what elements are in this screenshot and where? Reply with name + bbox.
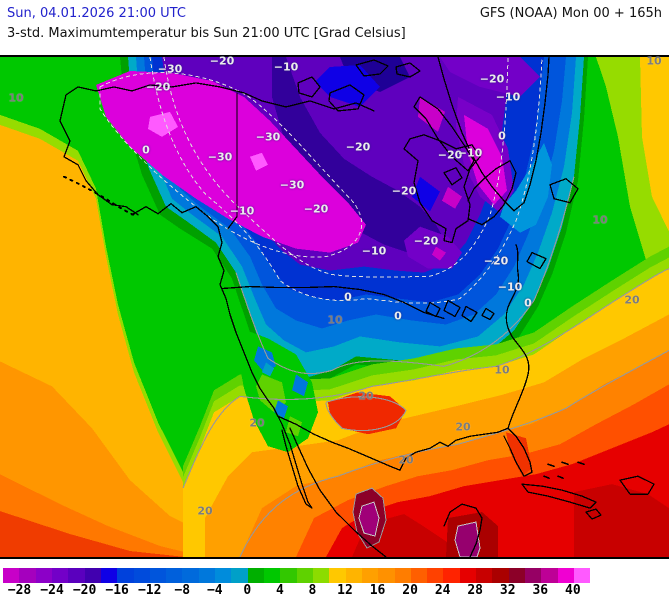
legend-tick: 28 [467,583,484,598]
legend-cell [525,568,542,583]
legend-cell [264,568,281,583]
legend-tick: 32 [499,583,516,598]
legend-cell [35,568,52,583]
legend-tick: −28 [7,583,32,598]
header-datetime: Sun, 04.01.2026 21:00 UTC [7,6,186,21]
legend-tick: 16 [369,583,386,598]
legend-cell [573,568,591,583]
legend-tick: 8 [308,583,317,598]
legend-cell [51,568,69,583]
map-title: 3-std. Maximumtemperatur bis Sun 21:00 U… [7,26,406,41]
legend-cell [3,568,20,583]
legend-cell [459,568,477,583]
legend-cell [492,568,509,583]
legend-tick: −20 [72,583,97,598]
legend-cell [541,568,558,583]
legend-cell [231,568,248,583]
temperature-map-svg [0,57,669,557]
legend-cell [410,568,428,583]
legend-cell [557,568,574,583]
legend-tick: 12 [337,583,353,598]
legend-cell [508,568,525,583]
legend-cell [215,568,232,583]
temperature-map: −30 −30 −30 −30 −20 −20 −20 −20 −20 −20 −20 −20 −20−… [0,55,669,557]
legend-cell [133,568,150,583]
legend-colorbar [3,568,591,583]
legend-cell [296,568,313,583]
legend-cell [361,568,379,583]
legend-cell [182,568,199,583]
legend-cell [100,568,118,583]
legend-cell [198,568,216,583]
legend-tick: −16 [105,583,129,598]
legend-tick: −8 [174,583,191,598]
legend-cell [476,568,493,583]
legend-cell [19,568,36,583]
legend-cell [117,568,134,583]
legend-ticks: −28 −24 −20 −16 −12 −8 −4 0 4 8 12 16 20 24 28 32 36 40 [0,583,669,599]
legend-tick: −24 [40,583,64,598]
legend-tick: 24 [434,583,451,598]
header-model-run: GFS (NOAA) Mon 00 + 165h [479,6,662,21]
legend-cell [166,568,183,583]
legend-cell [68,568,85,583]
legend-cell [329,568,346,583]
legend-cell [312,568,330,583]
legend-tick: 4 [275,583,284,598]
legend-tick: −12 [137,583,162,598]
legend-cell [84,568,101,583]
legend-cell [427,568,444,583]
legend-cell [394,568,411,583]
map-top-border [0,55,669,57]
legend-cell [443,568,460,583]
legend-tick: 40 [565,583,581,598]
legend-cell [280,568,297,583]
legend-tick: 36 [532,583,549,598]
legend-cell [149,568,167,583]
legend-tick: 20 [402,583,418,598]
legend-tick: 0 [243,583,252,598]
legend-tick: −4 [206,583,223,598]
map-bottom-border [0,557,669,559]
legend-cell [378,568,395,583]
legend-cell [345,568,362,583]
legend-cell [247,568,264,583]
